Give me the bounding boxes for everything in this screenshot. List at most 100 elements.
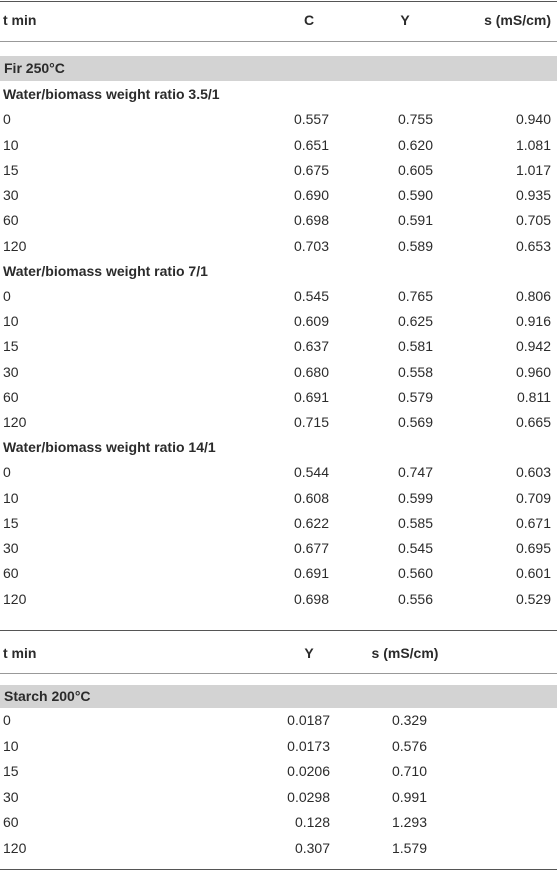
- cell: 0.620: [397, 136, 433, 153]
- column-header: C: [303, 12, 315, 28]
- cell: 0.747: [397, 464, 433, 481]
- cell: 0.589: [397, 237, 433, 254]
- cell: 0.811: [517, 388, 551, 405]
- cell: 15: [3, 763, 19, 780]
- cell: 0.940: [515, 111, 551, 128]
- cell: 0.651: [293, 136, 329, 153]
- group-title: Water/biomass weight ratio 14/1: [3, 439, 216, 455]
- cell: 0.599: [397, 489, 433, 506]
- column-header: t min: [3, 12, 37, 28]
- cell: 1.081: [515, 136, 551, 153]
- cell: 0.585: [397, 514, 433, 531]
- cell: 0.680: [293, 363, 329, 380]
- cell: 0: [3, 111, 11, 128]
- column-header: t min: [3, 645, 37, 661]
- cell: 0.128: [294, 814, 330, 831]
- cell: 30: [3, 187, 19, 204]
- cell: 0.545: [397, 540, 433, 557]
- cell: 0: [3, 287, 11, 304]
- cell: 0.581: [397, 338, 433, 355]
- rule: [0, 1, 557, 2]
- cell: 0.558: [397, 363, 433, 380]
- cell: 0.703: [293, 237, 329, 254]
- cell: 60: [3, 565, 19, 582]
- cell: 0.677: [293, 540, 329, 557]
- cell: 120: [3, 840, 27, 856]
- column-header: s (mS/cm): [371, 645, 439, 661]
- cell: 0.0173: [287, 737, 330, 754]
- cell: 0.665: [515, 414, 551, 431]
- cell: 0.329: [391, 712, 427, 728]
- section-title: Starch 200°C: [4, 688, 91, 704]
- cell: 0.591: [397, 212, 433, 229]
- section-band: [0, 56, 557, 81]
- cell: 0.556: [397, 590, 433, 607]
- cell: 0.0187: [287, 712, 330, 728]
- cell: 0.671: [515, 514, 551, 531]
- cell: 0.609: [293, 313, 329, 329]
- cell: 0.590: [397, 187, 433, 204]
- cell: 0.557: [293, 111, 329, 128]
- cell: 0.653: [515, 237, 551, 254]
- cell: 0.916: [515, 313, 551, 329]
- cell: 120: [3, 590, 27, 607]
- cell: 0.709: [515, 489, 551, 506]
- cell: 10: [3, 737, 19, 754]
- cell: 1.579: [391, 840, 427, 856]
- cell: 0.765: [397, 287, 433, 304]
- cell: 30: [3, 540, 19, 557]
- group-title: Water/biomass weight ratio 7/1: [3, 262, 208, 279]
- cell: 0.806: [515, 287, 551, 304]
- cell: 0.942: [515, 338, 551, 355]
- group-title: Water/biomass weight ratio 3.5/1: [3, 86, 220, 102]
- cell: 1.293: [391, 814, 427, 831]
- column-header: Y: [400, 12, 410, 28]
- cell: 60: [3, 814, 19, 831]
- cell: 0.695: [515, 540, 551, 557]
- cell: 60: [3, 212, 19, 229]
- cell: 0.307: [294, 840, 330, 856]
- cell: 10: [3, 136, 19, 153]
- cell: 0.698: [293, 590, 329, 607]
- cell: 0: [3, 464, 11, 481]
- rule: [0, 41, 557, 42]
- cell: 0.691: [293, 388, 329, 405]
- cell: 0.935: [515, 187, 551, 204]
- cell: 1.017: [515, 161, 551, 178]
- cell: 0.690: [293, 187, 329, 204]
- cell: 0.698: [293, 212, 329, 229]
- column-header: s (mS/cm): [484, 12, 551, 28]
- cell: 10: [3, 489, 19, 506]
- cell: 30: [3, 788, 19, 805]
- cell: 120: [3, 414, 27, 431]
- cell: 0.529: [515, 590, 551, 607]
- section-band: [0, 685, 557, 708]
- cell: 0.637: [293, 338, 329, 355]
- cell: 120: [3, 237, 27, 254]
- cell: 15: [3, 338, 19, 355]
- cell: 0.545: [293, 287, 329, 304]
- cell: 10: [3, 313, 19, 329]
- cell: 0.625: [397, 313, 433, 329]
- cell: 0.0298: [287, 788, 330, 805]
- cell: 0.960: [515, 363, 551, 380]
- cell: 0.560: [397, 565, 433, 582]
- cell: 0: [3, 712, 11, 728]
- cell: 0.705: [515, 212, 551, 229]
- cell: 0.675: [293, 161, 329, 178]
- cell: 0.608: [293, 489, 329, 506]
- column-header: Y: [304, 645, 314, 661]
- cell: 0.991: [391, 788, 427, 805]
- cell: 0.579: [397, 388, 433, 405]
- cell: 15: [3, 514, 19, 531]
- cell: 0.755: [397, 111, 433, 128]
- section-title: Fir 250°C: [4, 60, 65, 76]
- cell: 30: [3, 363, 19, 380]
- cell: 0.601: [515, 565, 551, 582]
- cell: 60: [3, 388, 19, 405]
- cell: 0.715: [293, 414, 329, 431]
- cell: 0.605: [397, 161, 433, 178]
- cell: 0.710: [391, 763, 427, 780]
- cell: 0.0206: [287, 763, 330, 780]
